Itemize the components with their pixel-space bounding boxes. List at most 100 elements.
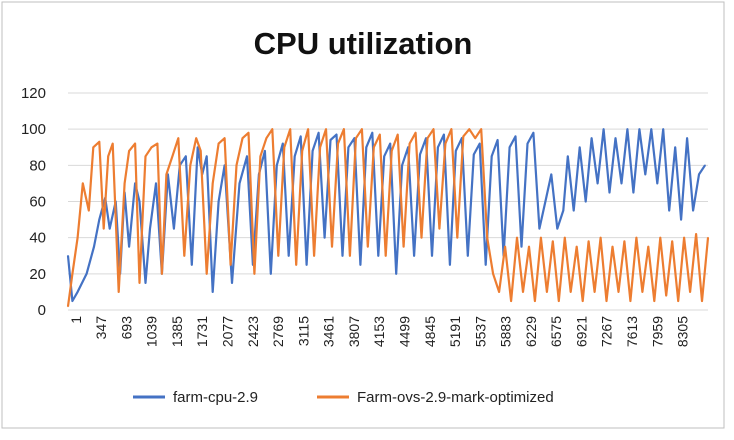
data-point [102, 227, 105, 230]
data-point [629, 300, 632, 302]
x-tick-label: 5537 [472, 316, 488, 347]
data-point [205, 155, 208, 158]
data-point [596, 182, 599, 185]
data-point [437, 146, 439, 149]
data-point [155, 182, 157, 185]
data-point [689, 291, 691, 293]
data-point [71, 273, 74, 275]
y-tick-label: 120 [21, 85, 46, 102]
data-point [307, 128, 309, 130]
data-point [468, 128, 471, 130]
data-point [259, 155, 262, 158]
gridlines [68, 92, 708, 311]
data-point [195, 137, 198, 140]
data-point [456, 236, 459, 239]
data-point [205, 273, 208, 275]
x-tick-label: 1039 [144, 316, 160, 347]
data-point [190, 263, 193, 266]
data-point [337, 142, 339, 145]
data-point [508, 146, 511, 149]
data-point [371, 131, 374, 134]
data-point [189, 164, 192, 167]
data-point [443, 133, 445, 136]
data-point [276, 164, 278, 167]
data-point [117, 291, 120, 293]
data-point [165, 173, 168, 176]
data-point [367, 245, 369, 248]
data-point [522, 291, 524, 293]
data-point [665, 294, 668, 297]
data-point [238, 182, 241, 185]
data-point [566, 155, 569, 158]
x-tick-label: 5191 [447, 316, 463, 347]
data-point [389, 142, 392, 145]
data-point [617, 291, 620, 293]
data-point [161, 273, 163, 275]
data-point [313, 254, 315, 257]
data-point [264, 150, 266, 152]
data-point [575, 245, 578, 248]
data-point [632, 191, 635, 194]
data-point [341, 254, 344, 257]
data-point [581, 300, 584, 302]
data-point [683, 236, 685, 239]
data-point [486, 236, 488, 239]
x-tick-label: 6575 [548, 316, 564, 347]
data-point [605, 300, 608, 302]
data-point [692, 209, 694, 212]
data-point [419, 153, 421, 156]
data-point [231, 282, 233, 284]
data-point [377, 254, 380, 257]
data-point [431, 254, 433, 257]
data-point [271, 128, 274, 130]
data-point [472, 153, 475, 156]
data-point [246, 155, 248, 158]
x-tick-label: 8305 [675, 316, 691, 347]
data-point [701, 300, 703, 302]
data-point [82, 182, 84, 185]
data-point [183, 254, 186, 257]
y-tick-label: 40 [29, 230, 46, 247]
data-point [384, 254, 387, 257]
data-point [569, 291, 572, 293]
data-point [359, 263, 362, 266]
data-point [111, 142, 114, 145]
data-point [390, 150, 393, 152]
data-point [638, 128, 641, 130]
x-tick-label: 6229 [523, 316, 539, 347]
data-point [668, 209, 671, 212]
data-point [462, 135, 465, 138]
data-point [229, 263, 232, 266]
data-point [149, 227, 151, 230]
data-point [138, 200, 141, 203]
data-point [128, 150, 130, 152]
data-point [355, 137, 357, 140]
y-tick-label: 20 [29, 266, 46, 283]
data-point [241, 137, 244, 140]
data-point [480, 128, 483, 130]
data-point [217, 142, 220, 145]
data-point [644, 173, 647, 176]
data-point [578, 146, 581, 149]
data-point [383, 155, 386, 158]
data-point [323, 236, 326, 239]
data-point [413, 254, 415, 257]
legend-label: farm-cpu-2.9 [173, 389, 258, 406]
data-point [289, 128, 292, 130]
data-point [695, 233, 697, 235]
data-point [150, 146, 153, 149]
x-tick-label: 3115 [295, 316, 311, 346]
data-point [599, 236, 602, 239]
data-point [270, 273, 272, 275]
data-point [283, 146, 286, 149]
data-point [217, 200, 220, 203]
series-layer [66, 128, 710, 308]
data-point [93, 245, 95, 248]
y-tick-label: 60 [29, 194, 46, 211]
data-point [85, 273, 88, 275]
data-point [347, 146, 350, 149]
data-point [626, 128, 629, 130]
data-point [680, 218, 682, 221]
